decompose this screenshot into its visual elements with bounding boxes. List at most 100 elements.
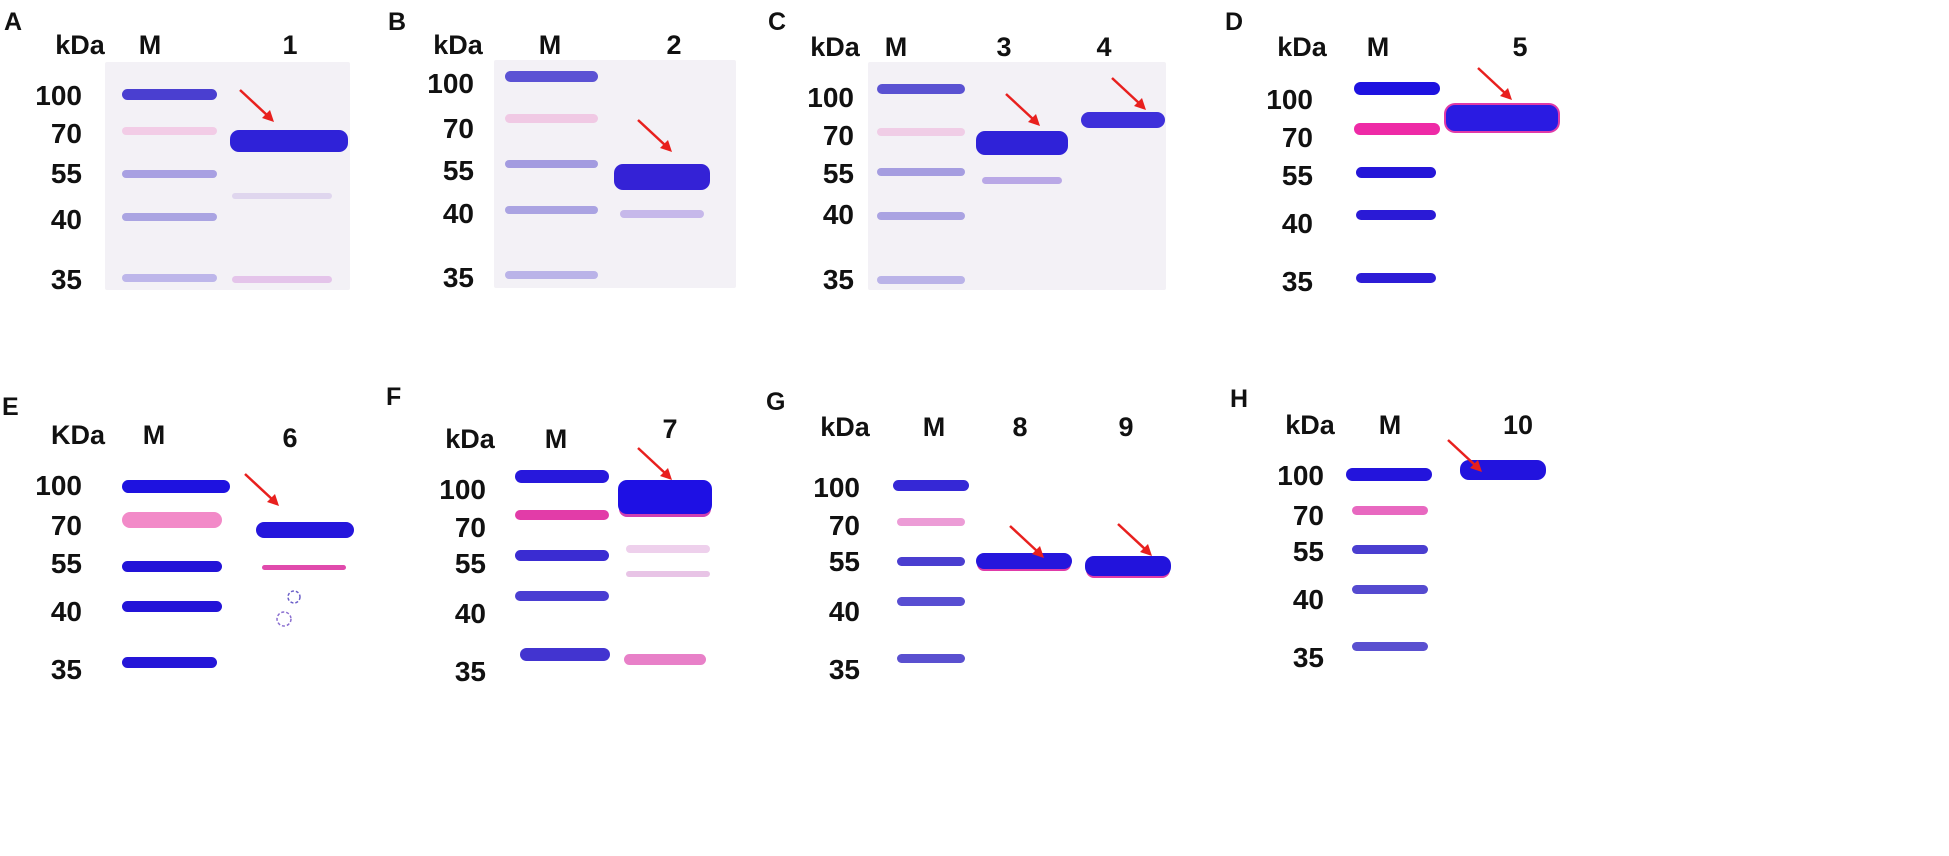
red-arrow-icon — [637, 447, 672, 480]
mw-35: 35 — [822, 264, 854, 295]
marker-band — [505, 160, 598, 168]
contaminant-band — [232, 193, 332, 199]
contaminant-band — [626, 571, 710, 577]
marker-band — [877, 84, 965, 94]
protein-band-5 — [1446, 105, 1558, 131]
marker-band — [515, 591, 609, 601]
marker-band — [122, 170, 217, 178]
panel-letter: A — [4, 8, 23, 36]
lane-label-7: 7 — [662, 414, 678, 444]
mw-40: 40 — [828, 596, 860, 627]
marker-band — [897, 518, 965, 526]
lane-label-m: M — [922, 412, 946, 442]
mw-35: 35 — [442, 262, 474, 293]
protein-band-3 — [976, 131, 1068, 155]
unit-label: kDa — [820, 412, 870, 442]
unit-label: kDa — [445, 424, 495, 454]
marker-band — [122, 213, 217, 221]
marker-band — [877, 212, 965, 220]
marker-band — [122, 480, 230, 493]
marker-band — [515, 550, 609, 561]
mw-70: 70 — [822, 120, 854, 151]
marker-band — [1356, 273, 1436, 283]
mw-40: 40 — [1281, 208, 1313, 239]
lane-label-m: M — [1378, 410, 1402, 440]
lane-label-9: 9 — [1118, 412, 1134, 442]
marker-band — [122, 657, 217, 668]
mw-55: 55 — [822, 158, 854, 189]
mw-70: 70 — [828, 510, 860, 541]
marker-band — [122, 561, 222, 572]
marker-band — [897, 557, 965, 566]
marker-band — [897, 654, 965, 663]
panel-letter: B — [388, 8, 407, 36]
marker-band — [1356, 210, 1436, 220]
lane-label-6: 6 — [282, 423, 298, 453]
red-arrow-icon — [1477, 67, 1512, 100]
contaminant-band — [262, 565, 346, 570]
mw-100: 100 — [427, 68, 474, 99]
contaminant-band — [232, 276, 332, 283]
red-arrow-icon — [1005, 93, 1040, 126]
mw-40: 40 — [454, 598, 486, 629]
protein-band-10 — [1460, 460, 1546, 480]
marker-band — [877, 168, 965, 176]
marker-band — [1352, 545, 1428, 554]
mw-35: 35 — [1281, 266, 1313, 297]
panel-letter: C — [768, 8, 787, 36]
marker-band — [1352, 642, 1428, 651]
contaminant-band — [626, 545, 710, 553]
mw-100: 100 — [35, 470, 82, 501]
marker-band — [1354, 82, 1440, 95]
marker-band — [877, 276, 965, 284]
mw-35: 35 — [50, 654, 82, 685]
mw-35: 35 — [50, 264, 82, 295]
mw-100: 100 — [439, 474, 486, 505]
lane-label-m: M — [1366, 32, 1390, 62]
lane-label-m: M — [142, 420, 166, 450]
protein-band-1 — [230, 130, 348, 152]
lane-label-4: 4 — [1096, 32, 1112, 62]
lane-label-10: 10 — [1502, 410, 1534, 440]
marker-band — [505, 71, 598, 82]
mw-40: 40 — [1292, 584, 1324, 615]
unit-label: kDa — [1277, 32, 1327, 62]
marker-band — [515, 470, 609, 483]
lane-label-5: 5 — [1512, 32, 1528, 62]
lane-label-8: 8 — [1012, 412, 1028, 442]
protein-band-4 — [1081, 112, 1165, 128]
marker-band — [893, 480, 969, 491]
mw-40: 40 — [50, 596, 82, 627]
red-arrow-icon — [1009, 525, 1044, 558]
mw-100: 100 — [813, 472, 860, 503]
unit-label: KDa — [50, 420, 105, 450]
mw-40: 40 — [50, 204, 82, 235]
protein-band-2 — [614, 164, 710, 190]
unit-label: kDa — [810, 32, 860, 62]
protein-band-9 — [1085, 556, 1171, 576]
mw-55: 55 — [50, 548, 82, 579]
mw-100: 100 — [1277, 460, 1324, 491]
lane-label-m: M — [544, 424, 568, 454]
lane-label-m: M — [884, 32, 908, 62]
mw-40: 40 — [822, 199, 854, 230]
mw-70: 70 — [50, 510, 82, 541]
marker-band — [122, 89, 217, 100]
marker-band — [505, 206, 598, 214]
red-arrow-icon — [1117, 523, 1152, 556]
lane-label-2: 2 — [666, 30, 682, 60]
panel-letter: F — [386, 383, 402, 411]
panel-letter: E — [2, 393, 19, 421]
mw-35: 35 — [1292, 642, 1324, 673]
protein-band-6 — [256, 522, 354, 538]
red-arrow-icon — [244, 473, 279, 506]
mw-100: 100 — [1266, 84, 1313, 115]
mw-70: 70 — [442, 113, 474, 144]
unit-label: kDa — [55, 30, 105, 60]
mw-100: 100 — [807, 82, 854, 113]
red-arrow-icon — [239, 89, 274, 122]
marker-band — [1356, 167, 1436, 178]
marker-band — [505, 271, 598, 279]
lane-label-m: M — [538, 30, 562, 60]
red-arrow-icon — [637, 119, 672, 152]
